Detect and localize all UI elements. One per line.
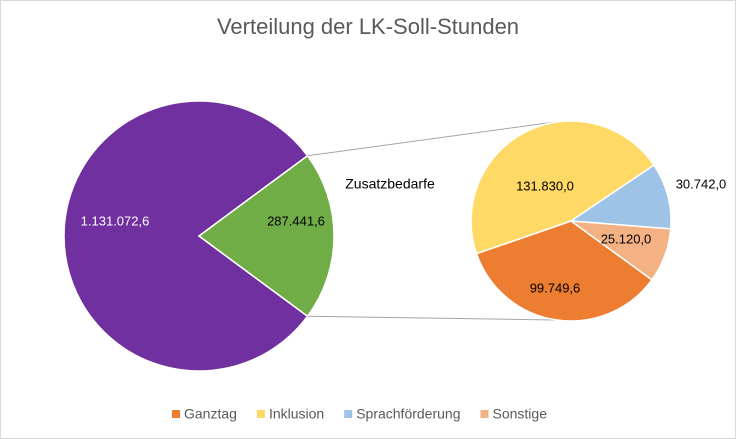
data-label: 99.749,6 (530, 280, 581, 295)
legend-label: Sonstige (493, 406, 548, 422)
data-label: 1.131.072,6 (81, 213, 150, 228)
pie-slice (63, 100, 309, 372)
pie-slice (568, 220, 672, 281)
legend-label: Ganztag (184, 406, 237, 422)
legend-swatch (172, 410, 180, 418)
chart-title: Verteilung der LK-Soll-Stunden (217, 14, 519, 39)
data-label: 30.742,0 (676, 176, 727, 191)
connector-line (307, 121, 556, 157)
data-label: 25.120,0 (601, 231, 652, 246)
legend-label: Sprachförderung (356, 406, 460, 422)
pie-slice (475, 220, 653, 322)
category-label: Zusatzbedarfe (345, 176, 435, 192)
legend-swatch (480, 410, 489, 418)
pie-slice (568, 164, 672, 230)
pie-slice (470, 120, 655, 255)
connector-line (307, 315, 556, 321)
data-label: 131.830,0 (516, 178, 574, 193)
pie-slice (197, 154, 335, 318)
legend-label: Inklusion (269, 406, 324, 422)
data-label: 287.441,6 (267, 213, 325, 228)
legend-swatch (256, 410, 265, 418)
legend-swatch (344, 410, 353, 418)
